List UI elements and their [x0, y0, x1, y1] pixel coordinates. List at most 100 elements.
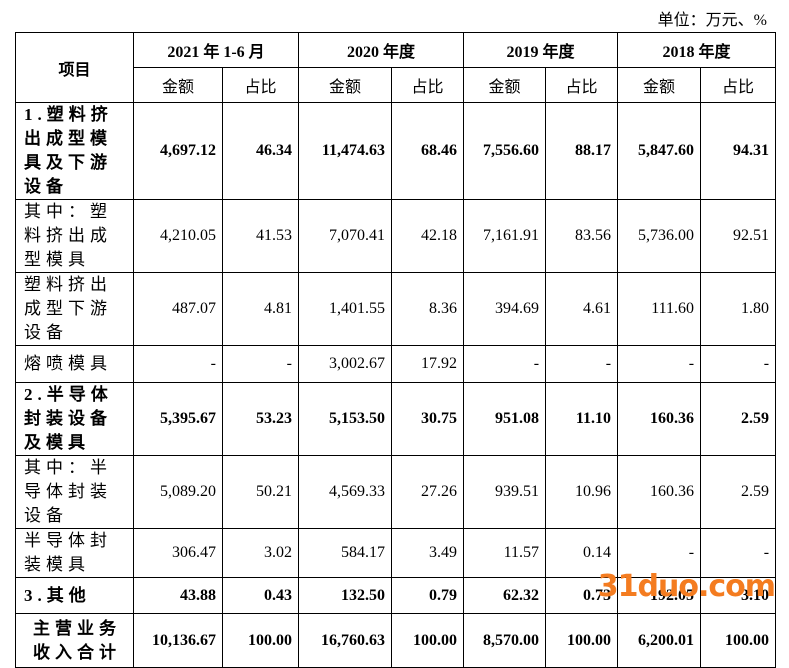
- cell: 7,161.91: [463, 199, 547, 273]
- table-row: 主营业务收入合计 10,136.67 100.00 16,760.63 100.00 8,…: [15, 613, 777, 668]
- cell: 3.02: [222, 528, 299, 578]
- table-row: 熔喷模具 - -3,002.67 17.92- - - -: [15, 345, 777, 383]
- cell: 53.23: [222, 382, 299, 456]
- cell: 11.10: [545, 382, 619, 456]
- cell: 3,002.67: [298, 345, 392, 383]
- cell: 160.36: [617, 382, 702, 456]
- cell: 7,070.41: [298, 199, 392, 273]
- sub-header: 金额: [133, 67, 223, 103]
- cell: 4.61: [545, 272, 619, 346]
- revenue-table: 项目 2021 年 1-6 月 2020 年度 2019 年度 2018 年度 金额 占比金…: [15, 32, 777, 668]
- cell: 30.75: [390, 382, 465, 456]
- cell: 4,569.33: [298, 455, 392, 529]
- cell: -: [700, 345, 777, 383]
- row-label: 熔喷模具: [15, 345, 134, 383]
- header-row: 项目 2021 年 1-6 月 2020 年度 2019 年度 2018 年度: [15, 32, 777, 103]
- cell: 11,474.63: [298, 102, 392, 200]
- cell: 3.49: [390, 528, 465, 578]
- cell: 17.92: [390, 345, 465, 383]
- header-row: 金额 占比 金额 占比 金额 占比 金额 占比: [16, 67, 777, 103]
- cell: 8.36: [390, 272, 465, 346]
- sub-header: 金额: [298, 67, 392, 103]
- cell: 100.00: [390, 613, 465, 668]
- cell: 27.26: [390, 455, 465, 529]
- period-header: 2019 年度: [463, 32, 619, 68]
- period-header: 2018 年度: [617, 32, 777, 68]
- cell: 92.51: [700, 199, 777, 273]
- row-label: 塑料挤出成型下游设备: [15, 272, 134, 346]
- sub-header: 占比: [700, 67, 777, 103]
- table-row: 其中：塑料挤出成型模具 4,210.05 41.53 7,070.41 42.18 7,1…: [15, 199, 777, 273]
- row-label: 2.半导体封装设备及模具: [15, 382, 134, 456]
- cell: -: [617, 528, 702, 578]
- cell: -: [133, 345, 223, 383]
- table-row: 半导体封装模具 306.47 3.02 584.17 3.49 11.57 0.14- -: [15, 528, 777, 578]
- cell: 2.59: [700, 382, 777, 456]
- cell: -: [700, 528, 777, 578]
- table-row: 1.塑料挤出成型模具及下游设备 4,697.12 46.34 11,474.63 68.…: [15, 102, 777, 200]
- cell: 5,847.60: [617, 102, 702, 200]
- cell: -: [617, 345, 702, 383]
- table-row: 其中：半导体封装设备 5,089.20 50.21 4,569.33 27.26 939.…: [15, 455, 777, 529]
- cell: 1,401.55: [298, 272, 392, 346]
- cell: 0.14: [545, 528, 619, 578]
- cell: 7,556.60: [463, 102, 547, 200]
- table-row: 2.半导体封装设备及模具 5,395.67 53.23 5,153.50 30.75 95…: [15, 382, 777, 456]
- row-label: 3.其他: [15, 577, 134, 614]
- row-label: 主营业务收入合计: [15, 613, 134, 668]
- cell: 88.17: [545, 102, 619, 200]
- cell: 100.00: [222, 613, 299, 668]
- cell: 8,570.00: [463, 613, 547, 668]
- cell: 5,736.00: [617, 199, 702, 273]
- cell: 11.57: [463, 528, 547, 578]
- sub-header: 占比: [545, 67, 619, 103]
- period-header: 2021 年 1-6 月: [133, 32, 299, 68]
- cell: 10,136.67: [133, 613, 223, 668]
- cell: 4.81: [222, 272, 299, 346]
- cell: 50.21: [222, 455, 299, 529]
- cell: 94.31: [700, 102, 777, 200]
- cell: 951.08: [463, 382, 547, 456]
- cell: 83.56: [545, 199, 619, 273]
- cell: 111.60: [617, 272, 702, 346]
- cell: 1.80: [700, 272, 777, 346]
- cell: 5,153.50: [298, 382, 392, 456]
- sub-header: 占比: [222, 67, 299, 103]
- cell: 10.96: [545, 455, 619, 529]
- cell: 41.53: [222, 199, 299, 273]
- cell: 2.59: [700, 455, 777, 529]
- cell: 0.43: [222, 577, 299, 614]
- unit-note: 单位：万元、%: [657, 12, 767, 29]
- watermark: 31duo.com: [597, 569, 776, 604]
- sub-header: 占比: [390, 67, 465, 103]
- cell: 4,697.12: [133, 102, 223, 200]
- corner-header: 项目: [15, 32, 134, 103]
- cell: 584.17: [298, 528, 392, 578]
- cell: 5,089.20: [133, 455, 223, 529]
- cell: 43.88: [133, 577, 223, 614]
- cell: 0.79: [390, 577, 465, 614]
- cell: 100.00: [700, 613, 777, 668]
- cell: 132.50: [298, 577, 392, 614]
- row-label: 半导体封装模具: [15, 528, 134, 578]
- row-label: 1.塑料挤出成型模具及下游设备: [15, 102, 134, 200]
- row-label: 其中：半导体封装设备: [15, 455, 134, 529]
- row-label: 其中：塑料挤出成型模具: [15, 199, 134, 273]
- cell: 306.47: [133, 528, 223, 578]
- cell: -: [463, 345, 547, 383]
- cell: 5,395.67: [133, 382, 223, 456]
- cell: 42.18: [390, 199, 465, 273]
- cell: -: [545, 345, 619, 383]
- table-row: 塑料挤出成型下游设备 487.07 4.81 1,401.55 8.36 394.69 4.…: [15, 272, 777, 346]
- cell: 6,200.01: [617, 613, 702, 668]
- page: 单位：万元、% 项目 2021 年 1-6 月 2020 年度 2019 年度 2018…: [15, 12, 777, 668]
- cell: 394.69: [463, 272, 547, 346]
- cell: -: [222, 345, 299, 383]
- cell: 160.36: [617, 455, 702, 529]
- cell: 46.34: [222, 102, 299, 200]
- period-header: 2020 年度: [297, 32, 465, 68]
- cell: 939.51: [463, 455, 547, 529]
- cell: 487.07: [133, 272, 223, 346]
- cell: 100.00: [545, 613, 619, 668]
- cell: 4,210.05: [133, 199, 223, 273]
